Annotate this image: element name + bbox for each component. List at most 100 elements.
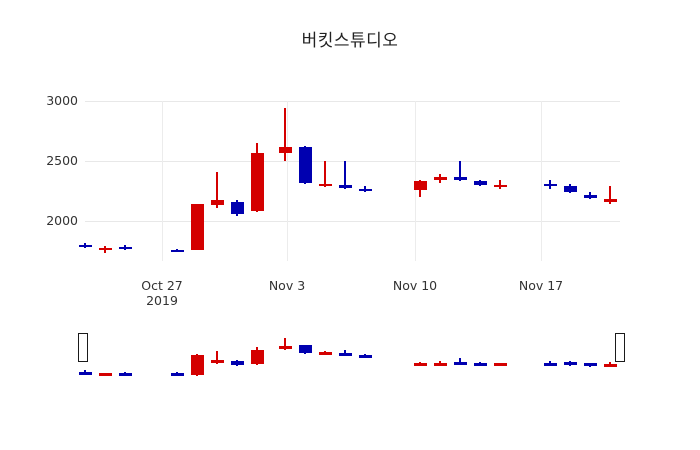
gridline-horizontal bbox=[85, 221, 620, 222]
x-axis: Oct 27 2019 Nov 3 Nov 10 Nov 17 bbox=[0, 278, 700, 312]
gridline-vertical bbox=[287, 101, 288, 261]
volume-candlestick[interactable] bbox=[473, 320, 487, 380]
volume-candlestick-body bbox=[543, 362, 557, 366]
volume-candlestick[interactable] bbox=[118, 320, 132, 380]
candlestick[interactable] bbox=[230, 101, 244, 261]
x-axis-tick-line: 2019 bbox=[146, 293, 178, 308]
volume-candlestick-body bbox=[413, 362, 427, 366]
candlestick[interactable] bbox=[453, 101, 467, 261]
volume-candlestick-body bbox=[358, 354, 372, 358]
candlestick[interactable] bbox=[563, 101, 577, 261]
candlestick-wick bbox=[499, 179, 501, 190]
candlestick[interactable] bbox=[298, 101, 312, 261]
candlestick-body bbox=[358, 188, 372, 191]
price-plot-area bbox=[78, 101, 620, 261]
candlestick-body bbox=[473, 181, 487, 185]
volume-plot-area bbox=[78, 320, 620, 380]
volume-candlestick-body bbox=[298, 345, 312, 353]
y-axis-tick-label: 2500 bbox=[46, 153, 78, 168]
volume-candlestick[interactable] bbox=[583, 320, 597, 380]
volume-candlestick[interactable] bbox=[250, 320, 264, 380]
candlestick-body bbox=[278, 146, 292, 153]
candlestick[interactable] bbox=[473, 101, 487, 261]
volume-candlestick-body bbox=[563, 362, 577, 365]
candlestick-body bbox=[298, 146, 312, 184]
volume-candlestick-wick bbox=[216, 351, 218, 365]
candlestick[interactable] bbox=[358, 101, 372, 261]
candlestick-body bbox=[603, 199, 617, 203]
gridline-horizontal bbox=[85, 101, 620, 102]
candlestick-wick bbox=[216, 171, 218, 209]
volume-candlestick-body bbox=[190, 354, 204, 376]
candlestick[interactable] bbox=[278, 101, 292, 261]
volume-candlestick[interactable] bbox=[453, 320, 467, 380]
candlestick[interactable] bbox=[493, 101, 507, 261]
volume-candlestick[interactable] bbox=[230, 320, 244, 380]
candlestick-wick bbox=[284, 108, 286, 161]
hollow-range-marker bbox=[615, 333, 625, 362]
candlestick-body bbox=[583, 194, 597, 198]
candlestick[interactable] bbox=[250, 101, 264, 261]
candlestick-wick bbox=[324, 161, 326, 188]
volume-candlestick[interactable] bbox=[278, 320, 292, 380]
volume-candlestick[interactable] bbox=[210, 320, 224, 380]
gridline-vertical bbox=[415, 101, 416, 261]
volume-candlestick[interactable] bbox=[563, 320, 577, 380]
volume-candlestick[interactable] bbox=[543, 320, 557, 380]
volume-candlestick[interactable] bbox=[358, 320, 372, 380]
volume-candlestick[interactable] bbox=[603, 320, 617, 380]
candlestick-body bbox=[118, 246, 132, 249]
volume-candlestick-body bbox=[433, 362, 447, 366]
candlestick[interactable] bbox=[210, 101, 224, 261]
volume-candlestick[interactable] bbox=[433, 320, 447, 380]
volume-candlestick[interactable] bbox=[98, 320, 112, 380]
volume-candlestick[interactable] bbox=[338, 320, 352, 380]
volume-candlestick-body bbox=[603, 364, 617, 368]
volume-candlestick-body bbox=[453, 362, 467, 365]
volume-candlestick[interactable] bbox=[493, 320, 507, 380]
candlestick[interactable] bbox=[190, 101, 204, 261]
candlestick-body bbox=[210, 200, 224, 206]
candlestick-body bbox=[98, 248, 112, 250]
candlestick[interactable] bbox=[98, 101, 112, 261]
candlestick[interactable] bbox=[170, 101, 184, 261]
candlestick-wick bbox=[609, 186, 611, 205]
volume-candlestick-body bbox=[250, 350, 264, 365]
volume-candlestick[interactable] bbox=[298, 320, 312, 380]
candlestick-body bbox=[493, 185, 507, 187]
volume-candlestick-body bbox=[98, 373, 112, 377]
candlestick[interactable] bbox=[433, 101, 447, 261]
x-axis-tick-line: Nov 10 bbox=[392, 278, 438, 293]
volume-candlestick[interactable] bbox=[413, 320, 427, 380]
x-axis-tick-label: Nov 17 bbox=[496, 278, 586, 293]
volume-candlestick-body bbox=[338, 353, 352, 356]
volume-candlestick[interactable] bbox=[78, 320, 92, 380]
candlestick[interactable] bbox=[413, 101, 427, 261]
candlestick[interactable] bbox=[338, 101, 352, 261]
candlestick-body bbox=[230, 202, 244, 214]
x-axis-tick-line: Oct 27 bbox=[141, 278, 183, 293]
candlestick[interactable] bbox=[318, 101, 332, 261]
y-axis: 2000 2500 3000 bbox=[30, 93, 78, 261]
gridline-vertical bbox=[162, 101, 163, 261]
volume-candlestick-body bbox=[78, 371, 92, 375]
candlestick-body bbox=[78, 245, 92, 248]
candlestick-wick bbox=[176, 248, 178, 251]
candlestick[interactable] bbox=[543, 101, 557, 261]
candlestick-body bbox=[190, 204, 204, 250]
candlestick[interactable] bbox=[603, 101, 617, 261]
volume-candlestick-body bbox=[473, 362, 487, 366]
volume-candlestick-body bbox=[210, 359, 224, 364]
hollow-range-marker bbox=[78, 333, 88, 362]
candlestick-body bbox=[250, 152, 264, 212]
volume-candlestick-body bbox=[170, 372, 184, 376]
volume-candlestick[interactable] bbox=[170, 320, 184, 380]
candlestick[interactable] bbox=[78, 101, 92, 261]
candlestick[interactable] bbox=[583, 101, 597, 261]
volume-candlestick[interactable] bbox=[318, 320, 332, 380]
candlestick[interactable] bbox=[118, 101, 132, 261]
volume-candlestick[interactable] bbox=[190, 320, 204, 380]
x-axis-tick-label: Nov 10 bbox=[370, 278, 460, 293]
x-axis-tick-line: Nov 3 bbox=[268, 278, 306, 293]
x-axis-tick-label: Nov 3 bbox=[242, 278, 332, 293]
